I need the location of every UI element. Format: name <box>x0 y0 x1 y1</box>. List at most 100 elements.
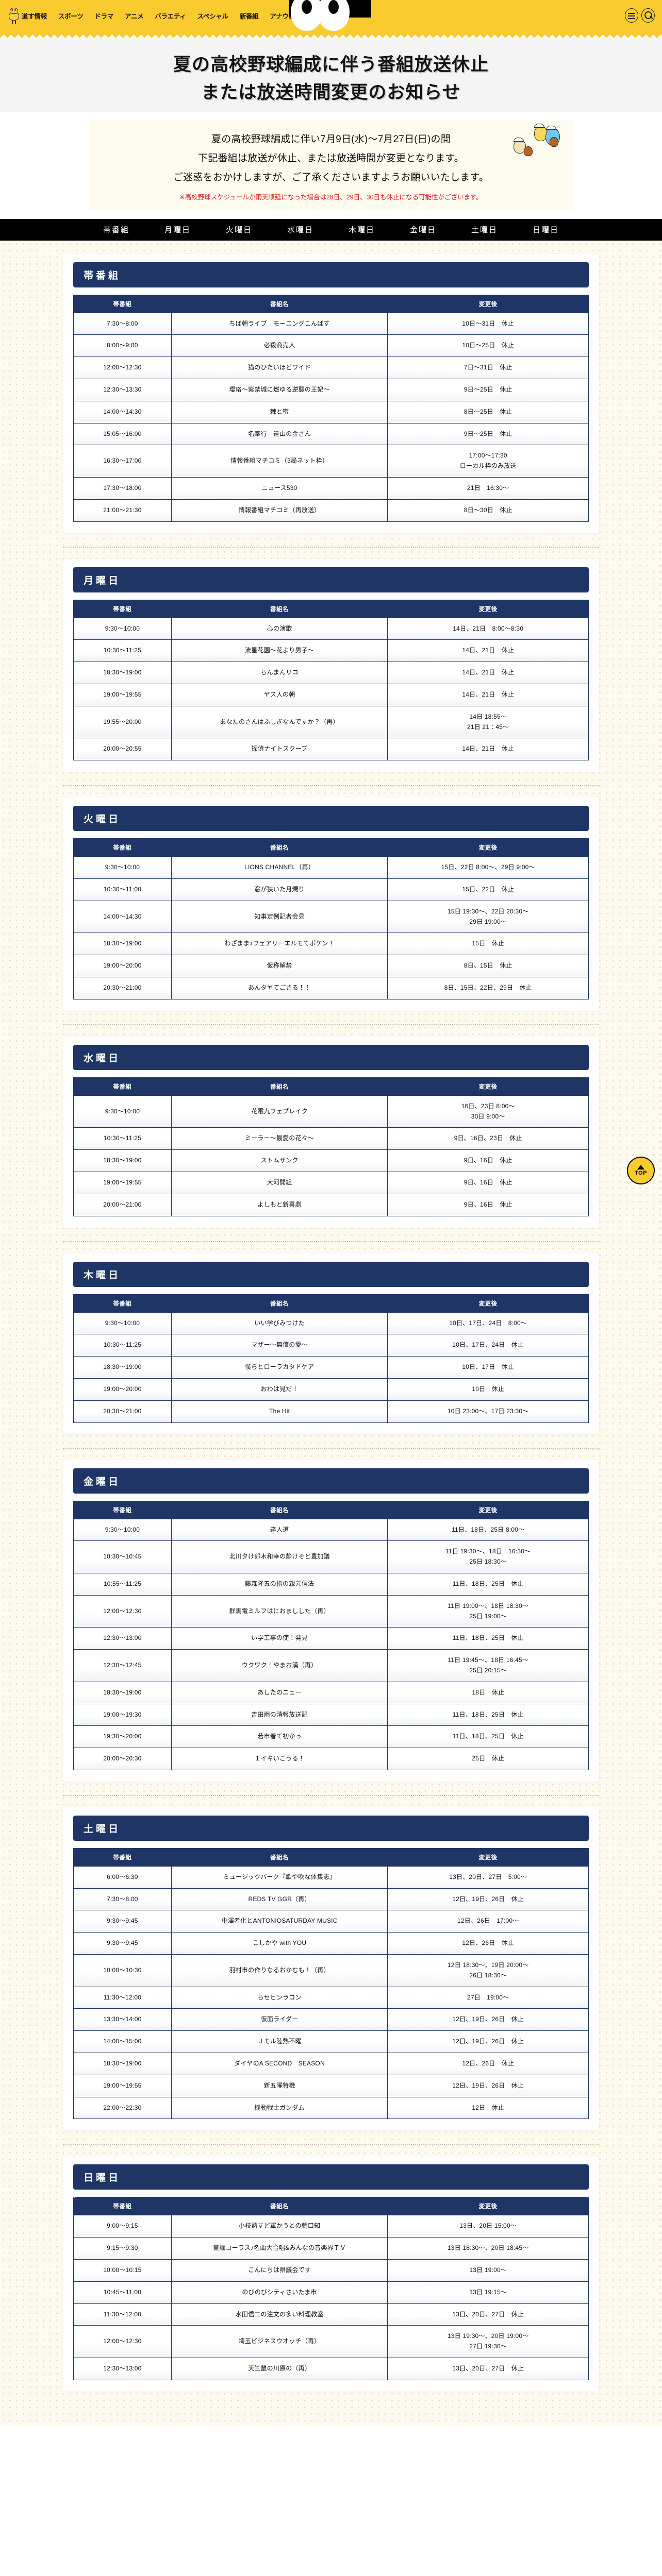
tab-tuesday[interactable]: 火曜日 <box>225 226 252 235</box>
cell-change: 10日 23:00〜、17日 23:30〜 <box>387 1400 589 1423</box>
cell-program-name: LIONS CHANNEL（再） <box>171 856 388 879</box>
table-row: 10:30〜11:25 ミーラー〜最愛の花々〜 9日、16日、23日 休止 <box>73 1127 589 1150</box>
cell-change: 13日 18:30〜、20日 18:45〜 <box>387 2237 589 2260</box>
cell-program-name: 新五曜特機 <box>171 2074 388 2097</box>
schedule-card-title: 火曜日 <box>73 806 589 832</box>
table-row: 15:05〜16:00 名奉行 遠山の金さん 9日〜25日 休止 <box>73 422 589 446</box>
cell-change: 9日、16日 休止 <box>387 1149 589 1172</box>
table-row: 12:30〜13:00 い学工事の使！発見 11日、18日、25日 休止 <box>73 1627 589 1650</box>
menu-icon[interactable] <box>625 8 638 23</box>
table-row: 8:00〜9:00 必殺商売人 10日〜25日 休止 <box>73 334 589 358</box>
cell-time: 7:30〜8:00 <box>73 1888 172 1911</box>
tab-saturday[interactable]: 土曜日 <box>471 226 498 235</box>
cell-time: 19:30〜20:00 <box>73 1725 172 1749</box>
cell-program-name: REDS TV GGR（再） <box>171 1888 388 1911</box>
tab-belt-program[interactable]: 帯番組 <box>103 226 129 235</box>
nav-item-news-info[interactable]: 道す情報 <box>22 12 47 20</box>
table-row: 18:30〜19:00 わざまま♪フェアリーエルモてポケン！ 15日 休止 <box>73 933 589 956</box>
column-header-change: 変更後 <box>387 1500 589 1519</box>
notice-line-2: 下記番組は放送が休止、または放送時間が変更となります。 <box>198 152 464 164</box>
column-header-change: 変更後 <box>387 1294 589 1313</box>
nav-items-list: 道す情報 スポーツ ドラマ アニメ バラエティ スペシャル 新番組 アナウンサー… <box>22 11 622 21</box>
section-divider <box>63 785 599 787</box>
cell-program-name: らんまんリコ <box>171 662 388 684</box>
cell-program-name: 窓が狭いた月燭り <box>171 878 388 901</box>
table-row: 9:30〜10:00 LIONS CHANNEL（再） 15日、22日 8:00〜、… <box>73 856 589 879</box>
baseball-glove-2-icon <box>524 146 533 156</box>
cell-program-name: ヤス人の朝 <box>171 684 388 706</box>
cell-change: 15日、22日 8:00〜、29日 9:00〜 <box>387 856 589 879</box>
nav-item-new-program[interactable]: 新番組 <box>239 12 259 20</box>
schedule-card-title: 土曜日 <box>73 1815 589 1841</box>
cell-program-name: こしかや with YOU <box>171 1932 388 1955</box>
tab-sunday[interactable]: 日曜日 <box>533 226 559 235</box>
schedule-card: 木曜日 帯番組 番組名 変更後 9:30〜10:00 いい学びみつけた 10日、17日、24… <box>63 1253 599 1434</box>
schedule-table: 帯番組 番組名 変更後 7:30〜8:00 ちば朝ライブ モーニングこんぱす 10日〜31… <box>73 294 589 522</box>
scroll-to-top-button[interactable]: TOP <box>627 1157 655 1184</box>
cell-program-name: 瓔珞〜紫禁城に燃ゆる逆襲の王妃〜 <box>171 379 388 401</box>
cell-change: 15日 休止 <box>387 933 589 956</box>
schedule-card-title: 帯番組 <box>73 262 589 287</box>
cell-change: 11日 19:30〜、18日 16:30〜 25日 18:30〜 <box>387 1540 589 1573</box>
tab-friday[interactable]: 金曜日 <box>410 226 437 235</box>
cell-time: 15:05〜16:00 <box>73 422 172 446</box>
arrow-up-icon <box>637 1165 644 1170</box>
nav-item-anime[interactable]: アニメ <box>124 12 144 20</box>
cell-change: 12日 休止 <box>387 2096 589 2120</box>
cell-program-name: １イキいこうる！ <box>171 1748 388 1770</box>
tab-monday[interactable]: 月曜日 <box>164 226 191 235</box>
table-row: 21:00〜21:30 情報番組マチコミ（再放送） 8日〜30日 休止 <box>73 499 589 522</box>
table-row: 7:30〜8:00 ちば朝ライブ モーニングこんぱす 10日〜31日 休止 <box>73 312 589 335</box>
cell-time: 18:30〜19:00 <box>73 662 172 684</box>
nav-item-drama[interactable]: ドラマ <box>94 12 113 20</box>
column-header-time: 帯番組 <box>73 838 172 857</box>
cell-time: 9:00〜9:15 <box>73 2215 172 2238</box>
cell-change: 12日、26日 休止 <box>387 2053 589 2075</box>
cell-time: 7:30〜8:00 <box>73 312 172 335</box>
cell-time: 19:55〜20:00 <box>73 705 172 739</box>
schedule-table: 帯番組 番組名 変更後 9:30〜10:00 達人道 11日、18日、25日 8:00〜 1… <box>73 1500 589 1770</box>
table-row: 20:30〜21:00 あんタヤてごさる！！ 8日、15日、22日、29日 休止 <box>73 976 589 999</box>
cell-change: 8日〜25日 休止 <box>387 400 589 423</box>
cell-change: 14日 18:55〜 21日 21：45〜 <box>387 705 589 739</box>
table-row: 18:30〜19:00 ダイヤのA SECOND SEASON 12日、26日 休止 <box>73 2053 589 2075</box>
schedule-card-title: 月曜日 <box>73 567 589 592</box>
nav-item-special[interactable]: スペシャル <box>197 12 228 20</box>
tab-wednesday[interactable]: 水曜日 <box>287 226 313 235</box>
cell-change: 11日、18日、25日 8:00〜 <box>387 1518 589 1541</box>
cell-change: 9日、16日 休止 <box>387 1193 589 1216</box>
cell-program-name: 達人道 <box>171 1518 388 1541</box>
cell-program-name: 藤森隆五の指の親元信法 <box>171 1572 388 1596</box>
table-row: 20:30〜21:00 The Hit 10日 23:00〜、17日 23:30〜 <box>73 1400 589 1423</box>
cell-program-name: わざまま♪フェアリーエルモてポケン！ <box>171 933 388 956</box>
notice-section: 夏の高校野球編成に伴い7月9日(水)〜7月27日(日)の間 下記番組は放送が休止… <box>0 112 662 219</box>
cell-time: 17:30〜18:00 <box>73 477 172 500</box>
cell-time: 9:30〜10:00 <box>73 1312 172 1335</box>
tab-thursday[interactable]: 木曜日 <box>349 226 375 235</box>
cap-cream-icon <box>514 137 524 142</box>
cell-change: 15日 19:30〜、22日 20:30〜 29日 19:00〜 <box>387 900 589 934</box>
table-row: 12:00〜12:30 埼玉ビジネスウオッチ（再） 13日 19:30〜、20日 1… <box>73 2325 589 2359</box>
nav-item-variety[interactable]: バラエティ <box>155 12 186 20</box>
cell-change: 10日〜25日 休止 <box>387 334 589 358</box>
day-tab-bar: 帯番組 月曜日 火曜日 水曜日 木曜日 金曜日 土曜日 日曜日 <box>0 218 662 241</box>
table-row: 19:55〜20:00 あなたのさんはふしぎなんですか？（再） 14日 18:55〜… <box>73 705 589 739</box>
cell-time: 9:30〜10:00 <box>73 1518 172 1541</box>
nav-item-sports[interactable]: スポーツ <box>58 12 84 20</box>
column-header-program-name: 番組名 <box>171 838 388 857</box>
cell-change: 10日 休止 <box>387 1378 589 1401</box>
cell-program-name: らセヒンラコン <box>171 1986 388 2009</box>
table-row: 9:30〜10:00 いい学びみつけた 10日、17日、24日 8:00〜 <box>73 1312 589 1335</box>
cell-program-name: 花電九フェブレイク <box>171 1095 388 1128</box>
cell-program-name: 羽村市の作りなるおかむも！（再） <box>171 1954 388 1987</box>
search-icon[interactable] <box>641 8 655 23</box>
cell-change: 9日〜25日 休止 <box>387 379 589 401</box>
site-logo-bird-icon[interactable] <box>7 7 21 24</box>
column-header-change: 変更後 <box>387 599 589 618</box>
cell-program-name: 中澤者化とANTONIOSATURDAY MUSIC <box>171 1910 388 1933</box>
cell-time: 19:00〜19:55 <box>73 2074 172 2097</box>
cell-change: 12日、26日 休止 <box>387 1932 589 1955</box>
cell-program-name: 心の演歌 <box>171 617 388 640</box>
section-divider <box>63 1024 599 1025</box>
cell-time: 12:00〜12:30 <box>73 2325 172 2359</box>
